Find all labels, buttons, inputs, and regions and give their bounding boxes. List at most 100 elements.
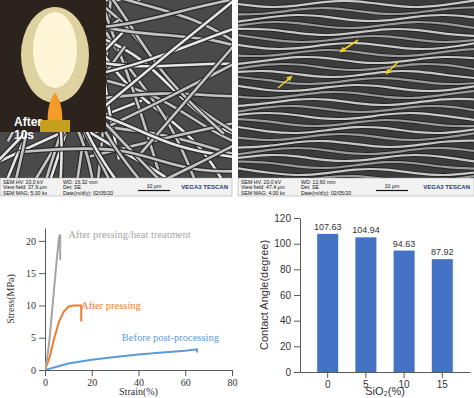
layer-shadow <box>238 49 474 56</box>
arrow-head <box>386 68 392 74</box>
tick-mark <box>365 372 366 378</box>
layer <box>238 127 474 133</box>
arrow <box>386 62 398 74</box>
figure: After10sSEM HV: 20.0 kVWD: 16.32 mmView … <box>0 0 474 398</box>
layer-shadow <box>238 71 474 78</box>
bar <box>317 234 338 372</box>
tick-mark <box>39 370 45 371</box>
tick-mark <box>294 346 300 347</box>
inset-label: 10s <box>14 128 34 142</box>
y-axis: 0 20 40 60 80 100 120 <box>274 213 300 378</box>
tick-mark <box>294 244 300 245</box>
bar <box>394 251 415 372</box>
layer <box>238 91 474 98</box>
layer <box>238 49 474 56</box>
plot-area <box>45 234 197 370</box>
layer <box>238 64 474 70</box>
y-axis: 05101520 <box>26 229 46 376</box>
tick-label: 0 <box>285 367 291 378</box>
layer-shadow <box>238 119 474 126</box>
tick: 10 <box>26 300 45 311</box>
layer <box>238 22 474 28</box>
series-line <box>45 349 197 370</box>
arrow <box>340 40 358 52</box>
tick: 20 <box>87 370 97 388</box>
y-axis-title: Stress(MPa) <box>5 274 17 323</box>
layer-shadow <box>238 29 474 36</box>
layer-shadow <box>238 91 474 98</box>
tick: 0 <box>285 367 300 378</box>
layer-shadow <box>238 168 474 175</box>
layer-shadow <box>238 113 474 120</box>
tick: 15 <box>26 268 45 279</box>
tick-label: 15 <box>437 379 449 390</box>
brand: VEGA3 TESCAN <box>181 184 228 190</box>
tick-label: 0 <box>325 379 331 390</box>
layer <box>238 43 474 49</box>
axis-line <box>300 219 301 373</box>
tick-mark <box>185 370 186 376</box>
tick-label: 60 <box>280 290 292 301</box>
tick-label: 20 <box>26 236 36 247</box>
tick-label: 0 <box>31 365 36 376</box>
layer-shadow <box>238 133 474 140</box>
tick: 20 <box>26 236 45 247</box>
tick: 0 <box>325 372 331 390</box>
tick: 120 <box>274 213 300 224</box>
tick-mark <box>294 269 300 270</box>
tick: 40 <box>280 315 300 326</box>
info-text: Date(m/d/y): 02/05/20 <box>63 190 113 196</box>
flame-photo <box>0 0 106 132</box>
scale-bar <box>376 190 408 191</box>
tick-mark <box>39 305 45 306</box>
tick-mark <box>327 372 328 378</box>
tick-mark <box>232 370 233 376</box>
tick-label: 20 <box>280 341 292 352</box>
tick-label: 80 <box>280 264 292 275</box>
info-text: SEM MAG: 4.00 kx <box>241 190 286 196</box>
layer-shadow <box>238 1 474 7</box>
axis-line <box>45 229 46 371</box>
info-bar <box>238 178 474 196</box>
tick: 100 <box>274 238 300 249</box>
data-label: 107.63 <box>314 222 342 232</box>
data-label: 94.63 <box>393 239 416 249</box>
layer-shadow <box>238 22 474 28</box>
layer <box>238 155 474 161</box>
fiber <box>103 0 232 108</box>
sample <box>33 12 77 88</box>
fiber-shadow <box>139 0 232 155</box>
y-axis-title: Contact Angle(degree) <box>258 240 270 350</box>
tick: 60 <box>280 290 300 301</box>
sem-background <box>238 0 474 196</box>
tick-label: 60 <box>181 377 191 388</box>
tick-label: 0 <box>43 377 48 388</box>
layer-shadow <box>238 106 474 112</box>
tick-label: 80 <box>228 377 238 388</box>
tick: 20 <box>280 341 300 352</box>
data-label: 87.92 <box>431 247 454 257</box>
layer <box>238 168 474 175</box>
series-label: After pressing/heat treatment <box>68 229 191 240</box>
tick-label: 40 <box>280 315 292 326</box>
fiber <box>139 0 232 155</box>
tick: 15 <box>437 372 449 390</box>
tick-mark <box>294 295 300 296</box>
tick-mark <box>92 370 93 376</box>
bar-chart: 051015020406080100120107.63104.9494.6387… <box>258 213 471 397</box>
tick-mark <box>45 370 46 376</box>
layer <box>238 106 474 112</box>
arrow <box>278 76 292 88</box>
axis-line <box>301 372 471 373</box>
layer-shadow <box>238 43 474 49</box>
series-line <box>45 234 60 370</box>
tick-mark <box>39 338 45 339</box>
tick-mark <box>39 273 45 274</box>
tick: 80 <box>228 370 238 388</box>
series-label: Before post-processing <box>122 332 220 343</box>
arrow-head <box>340 47 346 52</box>
tick-mark <box>442 372 443 378</box>
layer <box>238 113 474 120</box>
info-bar <box>0 178 232 196</box>
sem-picture <box>238 0 474 196</box>
